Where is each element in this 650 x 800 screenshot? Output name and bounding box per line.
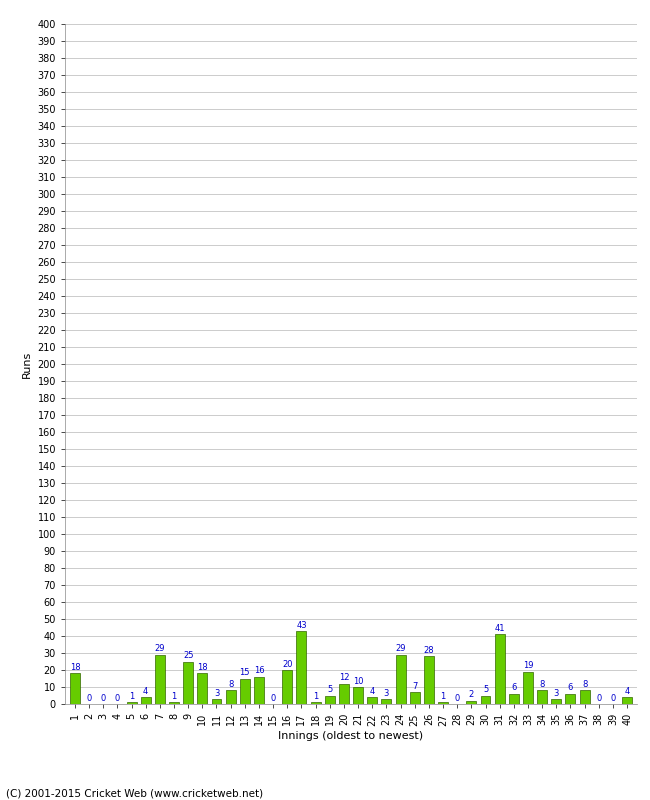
Bar (551, 699, 561, 704)
Bar (211, 699, 222, 704)
Bar (367, 697, 377, 704)
Bar (296, 631, 306, 704)
Bar (240, 678, 250, 704)
Text: 0: 0 (115, 694, 120, 702)
Text: 6: 6 (567, 683, 573, 693)
Bar (155, 654, 165, 704)
Text: 28: 28 (424, 646, 434, 655)
Bar (580, 690, 590, 704)
Text: 1: 1 (313, 692, 318, 701)
Text: 2: 2 (469, 690, 474, 699)
Text: 0: 0 (596, 694, 601, 702)
Bar (509, 694, 519, 704)
Bar (438, 702, 448, 704)
Text: 3: 3 (554, 689, 559, 698)
Text: 18: 18 (197, 663, 207, 672)
Text: 19: 19 (523, 662, 533, 670)
Text: 4: 4 (143, 687, 148, 696)
Bar (169, 702, 179, 704)
Bar (353, 687, 363, 704)
Text: 29: 29 (155, 644, 165, 654)
Text: 3: 3 (384, 689, 389, 698)
Text: 0: 0 (101, 694, 106, 702)
Text: 0: 0 (86, 694, 92, 702)
Text: 29: 29 (395, 644, 406, 654)
Bar (566, 694, 575, 704)
Text: 1: 1 (172, 692, 177, 701)
Text: 6: 6 (511, 683, 517, 693)
Bar (339, 683, 349, 704)
Text: 1: 1 (129, 692, 134, 701)
Text: 5: 5 (483, 685, 488, 694)
Text: (C) 2001-2015 Cricket Web (www.cricketweb.net): (C) 2001-2015 Cricket Web (www.cricketwe… (6, 788, 264, 798)
X-axis label: Innings (oldest to newest): Innings (oldest to newest) (278, 731, 424, 741)
Text: 3: 3 (214, 689, 219, 698)
Text: 4: 4 (625, 687, 630, 696)
Bar (396, 654, 406, 704)
Bar (467, 701, 476, 704)
Bar (226, 690, 235, 704)
Text: 16: 16 (254, 666, 265, 675)
Text: 15: 15 (240, 668, 250, 677)
Text: 1: 1 (441, 692, 446, 701)
Bar (325, 695, 335, 704)
Bar (424, 656, 434, 704)
Text: 8: 8 (582, 680, 588, 689)
Bar (410, 692, 420, 704)
Text: 8: 8 (228, 680, 233, 689)
Text: 0: 0 (610, 694, 616, 702)
Text: 0: 0 (270, 694, 276, 702)
Text: 25: 25 (183, 651, 194, 660)
Bar (537, 690, 547, 704)
Bar (254, 677, 264, 704)
Text: 41: 41 (495, 624, 505, 633)
Bar (480, 695, 491, 704)
Bar (127, 702, 136, 704)
Bar (622, 697, 632, 704)
Bar (141, 697, 151, 704)
Bar (198, 674, 207, 704)
Text: 5: 5 (327, 685, 332, 694)
Text: 4: 4 (370, 687, 375, 696)
Text: 20: 20 (282, 660, 293, 669)
Text: 7: 7 (412, 682, 417, 690)
Bar (282, 670, 293, 704)
Text: 10: 10 (353, 677, 363, 686)
Y-axis label: Runs: Runs (22, 350, 32, 378)
Bar (311, 702, 320, 704)
Text: 8: 8 (540, 680, 545, 689)
Text: 43: 43 (296, 621, 307, 630)
Text: 0: 0 (454, 694, 460, 702)
Bar (183, 662, 193, 704)
Bar (523, 672, 533, 704)
Bar (382, 699, 391, 704)
Text: 18: 18 (70, 663, 80, 672)
Text: 12: 12 (339, 674, 349, 682)
Bar (495, 634, 504, 704)
Bar (70, 674, 80, 704)
